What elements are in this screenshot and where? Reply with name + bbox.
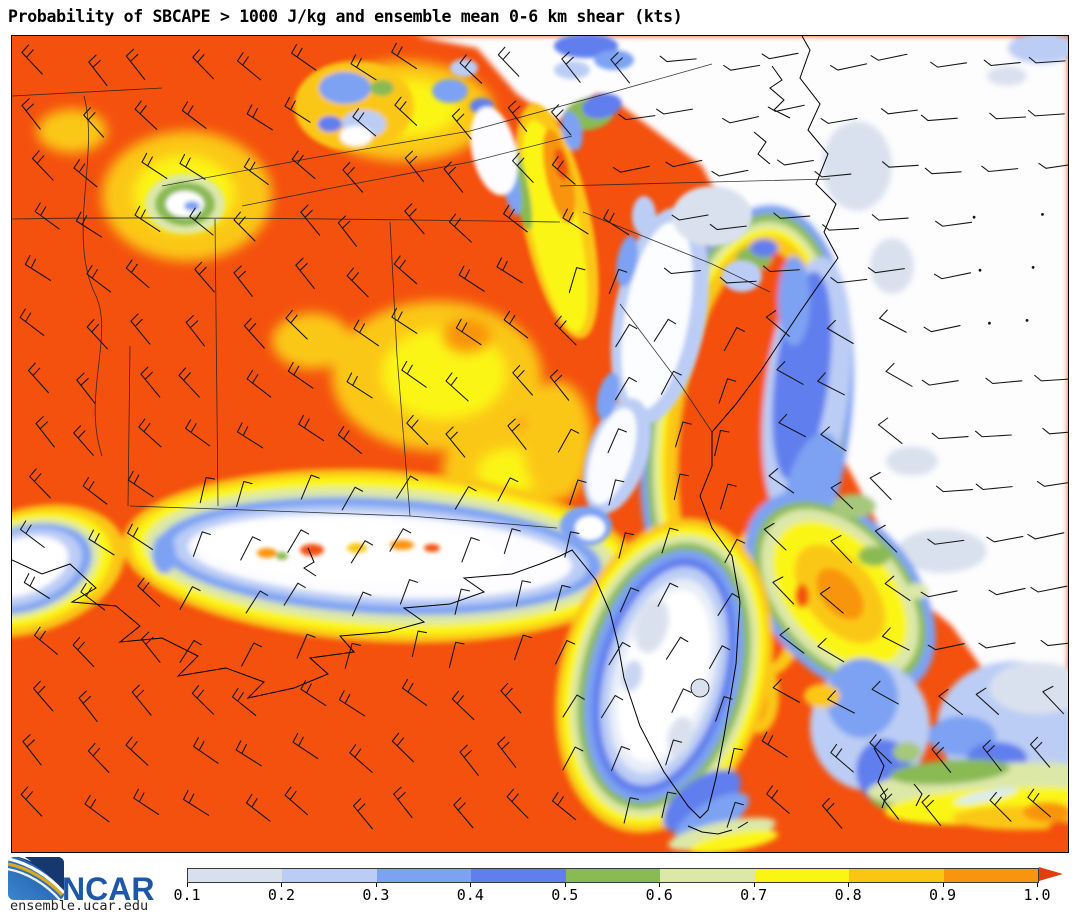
- colorbar-segment: [282, 869, 377, 882]
- colorbar-tick: [942, 883, 944, 887]
- wind-barbs: [19, 42, 1068, 830]
- probability-shading-detail: [145, 36, 762, 560]
- colorbar-ticks: [187, 883, 1038, 887]
- colorbar-tick: [470, 883, 472, 887]
- colorbar-label: 0.6: [645, 886, 673, 904]
- colorbar-tick: [753, 883, 755, 887]
- colorbar-segment: [849, 869, 944, 882]
- colorbar-arrow: [1039, 867, 1063, 881]
- colorbar-tick: [187, 883, 188, 887]
- colorbar-segment: [565, 869, 661, 882]
- colorbar-tick: [564, 883, 566, 887]
- colorbar-segment: [188, 869, 283, 882]
- footer: NCAR ensemble.ucar.edu 0.1 0.2 0.3 0.4 0.5 0.…: [0, 853, 1080, 915]
- colorbar-tick: [848, 883, 850, 887]
- ncar-logo: NCAR: [8, 857, 154, 907]
- colorbar-label: 0.9: [929, 886, 957, 904]
- coastline: [12, 36, 923, 835]
- colorbar-tick: [281, 883, 283, 887]
- colorbar-tick: [375, 883, 377, 887]
- colorbar-segment: [376, 869, 472, 882]
- colorbar-label: 0.4: [456, 886, 484, 904]
- colorbar-labels: 0.1 0.2 0.3 0.4 0.5 0.6 0.7 0.8 0.9 1.0: [173, 886, 1050, 906]
- ncar-logo-mark: [8, 857, 64, 900]
- forecast-map: [11, 35, 1069, 853]
- colorbar-segment: [660, 869, 755, 882]
- colorbar-label: 0.7: [740, 886, 768, 904]
- site-url: ensemble.ucar.edu: [10, 898, 149, 914]
- lake-okeechobee: [690, 678, 710, 698]
- colorbar-segment: [471, 869, 566, 882]
- header: Probability of SBCAPE > 1000 J/kg and en…: [0, 0, 1080, 96]
- forecast-map-canvas: [12, 36, 1068, 852]
- ncar-wordmark: NCAR: [62, 871, 155, 907]
- colorbar-label: 0.2: [267, 886, 295, 904]
- map-title: Probability of SBCAPE > 1000 J/kg and en…: [8, 7, 683, 26]
- colorbar-tick: [1037, 883, 1038, 887]
- state-borders: [12, 63, 831, 529]
- colorbar-tick: [659, 883, 661, 887]
- colorbar-segment: [754, 869, 850, 882]
- colorbar-label: 0.5: [551, 886, 579, 904]
- colorbar: [187, 868, 1039, 883]
- colorbar-label: 0.3: [362, 886, 390, 904]
- colorbar-segment: [943, 869, 1038, 882]
- colorbar-label: 0.1: [173, 886, 201, 904]
- colorbar-label: 1.0: [1023, 886, 1051, 904]
- colorbar-label: 0.8: [834, 886, 862, 904]
- probability-shading: [12, 36, 1068, 852]
